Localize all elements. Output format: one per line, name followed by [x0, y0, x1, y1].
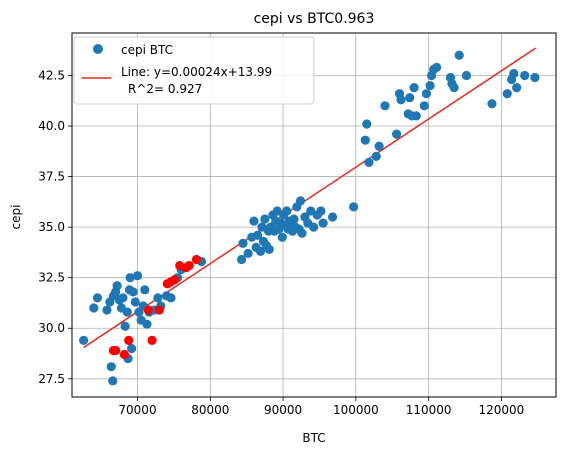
- data-point: [112, 281, 122, 291]
- data-point: [449, 83, 459, 93]
- data-point: [362, 119, 372, 129]
- data-point: [520, 70, 530, 81]
- data-point: [106, 362, 116, 372]
- data-point: [89, 303, 99, 313]
- data-point: [142, 319, 152, 329]
- x-tick-label: 90000: [264, 403, 302, 417]
- data-point: [127, 343, 137, 354]
- y-tick-label: 42.5: [38, 68, 65, 82]
- data-point: [405, 93, 415, 103]
- data-point: [364, 157, 374, 168]
- data-point: [255, 246, 266, 256]
- data-point: [130, 297, 140, 307]
- data-point: [92, 293, 103, 303]
- plot-frame: [71, 32, 557, 398]
- data-point: [461, 70, 472, 81]
- data-point: [119, 349, 130, 360]
- points-layer: [79, 50, 540, 386]
- data-point: [277, 232, 287, 242]
- legend-marker-icon: [93, 44, 103, 54]
- data-point: [380, 101, 390, 111]
- data-point: [191, 254, 202, 265]
- data-point: [128, 287, 138, 297]
- data-point: [238, 238, 248, 248]
- x-tick-label: 110000: [406, 403, 452, 417]
- legend: cepi BTC Line: y=0.00024x+13.99 R^2= 0.9…: [73, 36, 315, 105]
- data-point: [140, 285, 150, 295]
- x-tick-label: 100000: [333, 403, 379, 417]
- data-point: [396, 95, 406, 105]
- data-point: [295, 196, 306, 206]
- data-point: [102, 305, 112, 315]
- data-point: [170, 275, 180, 285]
- data-point: [108, 376, 118, 386]
- data-point: [509, 68, 519, 79]
- data-point: [154, 305, 164, 315]
- data-point: [243, 248, 253, 259]
- data-point: [502, 89, 512, 99]
- data-point: [421, 89, 432, 99]
- data-point: [147, 335, 157, 345]
- data-point: [111, 345, 121, 356]
- x-tick-label: 120000: [479, 403, 525, 417]
- data-point: [166, 293, 176, 303]
- data-point: [289, 214, 299, 224]
- data-point: [124, 335, 134, 345]
- data-point: [371, 151, 381, 161]
- data-point: [125, 273, 135, 283]
- legend-label-fit-line1: Line: y=0.00024x+13.99: [121, 65, 272, 79]
- data-point: [79, 335, 89, 345]
- data-point: [411, 111, 421, 121]
- legend-label-fit-line2: R^2= 0.927: [128, 82, 202, 96]
- data-point: [264, 244, 274, 254]
- y-tick-label: 30.0: [38, 321, 65, 335]
- data-point: [309, 222, 319, 232]
- data-point: [409, 83, 419, 93]
- data-point: [419, 101, 429, 111]
- data-point: [260, 214, 270, 224]
- data-point: [392, 129, 402, 139]
- data-point: [297, 228, 307, 238]
- y-tick-label: 27.5: [38, 372, 65, 386]
- data-point: [252, 230, 263, 240]
- data-point: [318, 218, 328, 228]
- data-point: [132, 271, 143, 281]
- data-point: [236, 254, 247, 265]
- data-point: [432, 62, 442, 72]
- data-point: [454, 50, 464, 60]
- x-tick-label: 80000: [191, 403, 229, 417]
- data-point: [118, 293, 128, 303]
- data-point: [153, 293, 163, 303]
- y-tick-label: 35.0: [38, 220, 65, 234]
- data-point: [316, 206, 326, 216]
- data-point: [360, 135, 370, 145]
- data-point: [249, 216, 259, 226]
- data-point: [282, 206, 292, 216]
- legend-box: [73, 36, 315, 105]
- data-point: [487, 99, 497, 109]
- x-axis-label: BTC: [302, 431, 325, 445]
- data-point: [184, 260, 194, 271]
- data-point: [143, 305, 154, 315]
- chart-title: cepi vs BTC0.963: [254, 11, 375, 27]
- y-axis-label: cepi: [9, 205, 23, 230]
- data-point: [530, 72, 540, 83]
- data-point: [374, 141, 384, 151]
- data-point: [120, 321, 130, 331]
- data-point: [122, 307, 132, 317]
- y-tick-label: 32.5: [38, 271, 65, 285]
- y-tick-label: 40.0: [38, 119, 65, 133]
- data-point: [349, 202, 359, 212]
- x-axis: 70000 80000 90000 100000 110000 120000: [118, 397, 524, 417]
- data-point: [512, 83, 522, 93]
- x-tick-label: 70000: [118, 403, 156, 417]
- data-point: [425, 80, 435, 91]
- data-point: [327, 212, 338, 222]
- y-tick-label: 37.5: [38, 170, 65, 184]
- y-axis: 27.5 30.0 32.5 35.0 37.5 40.0 42.5: [38, 68, 72, 386]
- legend-label-points: cepi BTC: [121, 43, 173, 57]
